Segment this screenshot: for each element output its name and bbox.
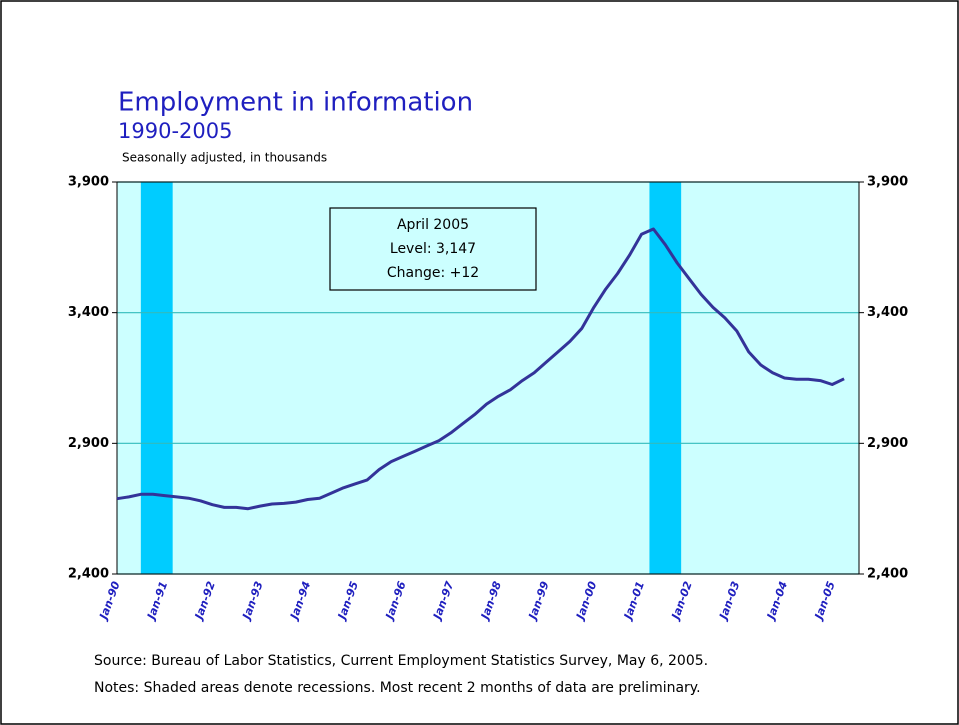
y-axis-label: Seasonally adjusted, in thousands	[122, 151, 327, 165]
y2-tick-label: 2,900	[867, 436, 908, 451]
annotation-box	[329, 207, 537, 291]
notes: Notes: Shaded areas denote recessions. M…	[94, 680, 701, 696]
y-tick-label: 3,900	[68, 175, 109, 190]
series-line	[116, 227, 845, 511]
recession-band	[140, 182, 173, 574]
y-tick-label: 3,400	[68, 305, 109, 320]
chart-subtitle: 1990-2005	[118, 119, 232, 143]
y2-tick-label: 3,400	[867, 305, 908, 320]
plot-border	[116, 181, 860, 575]
source-note: Source: Bureau of Labor Statistics, Curr…	[94, 653, 708, 669]
annotation-text: April 2005	[397, 217, 469, 233]
chart-title: Employment in information	[118, 88, 473, 118]
y-tick-label: 2,400	[68, 567, 109, 582]
annotation-text: Change: +12	[387, 265, 479, 281]
y2-tick-label: 2,400	[867, 567, 908, 582]
y-tick-label: 2,900	[68, 436, 109, 451]
y2-tick-label: 3,900	[867, 175, 908, 190]
recession-band	[649, 182, 682, 574]
annotation-text: Level: 3,147	[390, 241, 476, 257]
